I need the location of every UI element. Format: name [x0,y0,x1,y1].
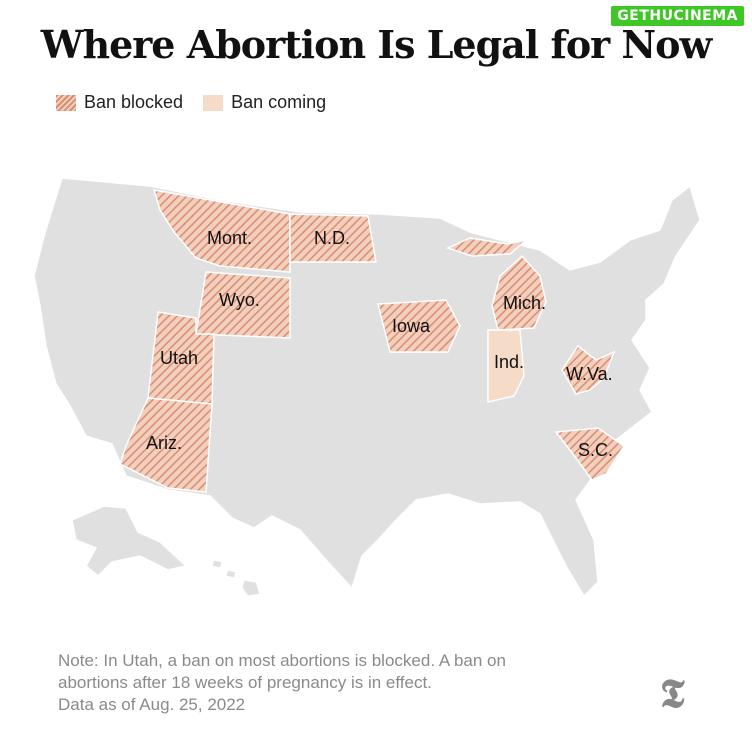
state-south-carolina [554,427,626,481]
state-iowa [377,299,461,353]
label-michigan: Mich. [503,293,546,313]
state-north-dakota [289,213,377,263]
label-iowa: Iowa [392,316,431,336]
state-arizona [119,397,213,493]
legend-label-blocked: Ban blocked [84,92,184,112]
legend: Ban blocked Ban coming [56,92,326,113]
label-arizona: Ariz. [146,433,182,453]
label-south-carolina: S.C. [578,440,613,460]
state-michigan-upper [445,237,527,257]
note-line-1: Note: In Utah, a ban on most abortions i… [58,651,506,670]
legend-item-coming: Ban coming [203,92,326,113]
note-line-3: Data as of Aug. 25, 2022 [58,695,246,714]
state-indiana [487,329,525,403]
label-wyoming: Wyo. [219,290,260,310]
watermark: GETHUCINEMA [611,6,744,26]
label-indiana: Ind. [494,352,524,372]
label-utah: Utah [160,348,198,368]
state-michigan [491,254,547,331]
hatch-swatch-icon [56,94,76,111]
label-montana: Mont. [207,228,252,248]
state-wyoming [195,271,291,339]
label-west-virginia: W.Va. [566,364,613,384]
page-title: Where Abortion Is Legal for Now [40,22,712,67]
legend-item-blocked: Ban blocked [56,92,183,113]
alaska-shape [71,505,188,578]
note-line-2: abortions after 18 weeks of pregnancy is… [58,673,432,692]
hawaii-shape [211,559,261,597]
solid-swatch-icon [203,94,224,111]
state-west-virginia [561,344,616,395]
label-north-dakota: N.D. [314,228,350,248]
footnote: Note: In Utah, a ban on most abortions i… [58,650,658,716]
legend-label-coming: Ban coming [231,92,327,112]
nyt-logo-icon: 𝕿 [660,670,685,717]
